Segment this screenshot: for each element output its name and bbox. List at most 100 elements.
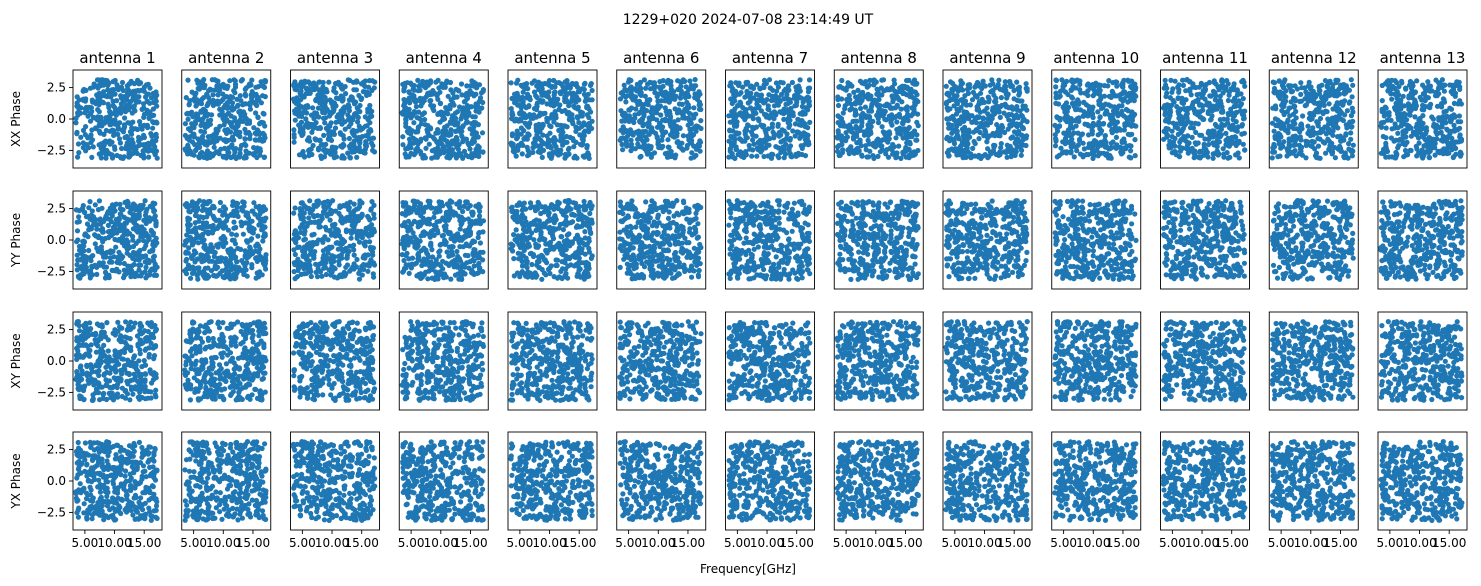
scatter-point [224,130,230,136]
scatter-point [1348,124,1354,130]
scatter-point [1278,134,1284,140]
scatter-point [262,135,268,141]
scatter-point [970,145,976,151]
scatter-point [1113,145,1119,151]
scatter-point [589,125,595,132]
scatter-point [964,137,970,144]
scatter-point [915,111,921,117]
scatter-point [189,133,195,139]
scatter-point [1097,130,1104,136]
scatter-point [359,148,365,154]
scatter-point [1291,125,1297,132]
scatter-point [1108,116,1114,122]
scatter-point [859,152,865,158]
scatter-point [697,138,703,144]
scatter-point [912,99,918,106]
scatter-point [126,148,132,154]
scatter-point [1325,80,1332,86]
scatter-point [216,151,222,157]
scatter-point [1323,150,1329,156]
scatter-point [1336,106,1342,112]
scatter-point [912,151,918,157]
scatter-point [959,150,966,156]
scatter-point [1297,134,1303,140]
scatter-point [807,119,813,125]
scatter-point [455,87,461,93]
scatter-point [1344,125,1350,131]
scatter-point [447,79,454,86]
scatter-point [1104,144,1110,150]
scatter-point [745,122,751,128]
scatter-point [783,101,789,107]
scatter-point [765,103,771,109]
scatter-point [781,155,787,161]
scatter-point [1089,85,1095,91]
scatter-point [1076,137,1083,143]
scatter-point [205,134,211,140]
scatter-point [75,110,81,116]
scatter-point [875,116,881,122]
scatter-point [1108,103,1114,109]
scatter-point [1239,122,1245,128]
scatter-point [200,116,206,122]
panel-title: antenna 8 [841,49,917,67]
scatter-point [141,132,147,138]
scatter-point [191,125,197,131]
scatter-point [1102,111,1108,117]
panel-title: antenna 10 [1053,49,1139,67]
scatter-point [551,119,557,125]
scatter-point [798,122,804,128]
scatter-point [879,124,885,130]
scatter-point [996,77,1002,83]
scatter-point [576,120,582,126]
scatter-point [211,133,217,139]
scatter-point [1207,93,1213,99]
scatter-point [972,93,978,99]
scatter-point [1334,90,1340,97]
scatter-point [185,142,191,148]
scatter-point [261,154,267,160]
scatter-point [125,86,131,92]
scatter-point [802,153,809,159]
scatter-point [1336,86,1342,92]
scatter-point [403,105,409,111]
scatter-point [1124,118,1130,124]
scatter-point [524,144,530,150]
scatter-point [94,92,100,98]
scatter-point [1327,86,1333,92]
scatter-point [1165,126,1171,132]
scatter-point [572,92,578,98]
scatter-point [191,152,197,158]
scatter-point [418,136,424,142]
scatter-point [1206,128,1212,134]
scatter-point [474,103,480,109]
scatter-point [513,153,519,159]
scatter-point [1315,143,1322,149]
scatter-point [145,81,151,87]
scatter-point [1271,85,1278,92]
scatter-point [537,86,543,92]
scatter-point [1162,103,1168,109]
scatter-point [98,145,104,151]
scatter-point [1019,113,1025,119]
scatter-point [545,137,552,143]
scatter-point [862,104,869,110]
scatter-point [1225,97,1231,104]
scatter-point [1225,112,1232,118]
scatter-point [410,112,416,118]
scatter-point [998,141,1004,147]
scatter-point [323,141,329,147]
scatter-point [1057,88,1064,94]
scatter-point [660,117,666,123]
scatter-point [655,91,662,97]
scatter-point [774,99,781,105]
scatter-point [406,125,412,132]
scatter-point [742,138,748,144]
scatter-point [126,154,132,160]
scatter-point [440,130,446,136]
scatter-point [453,134,459,141]
scatter-point [651,81,657,87]
scatter-point [135,87,141,94]
scatter-point [947,106,953,112]
scatter-point [1068,122,1074,128]
